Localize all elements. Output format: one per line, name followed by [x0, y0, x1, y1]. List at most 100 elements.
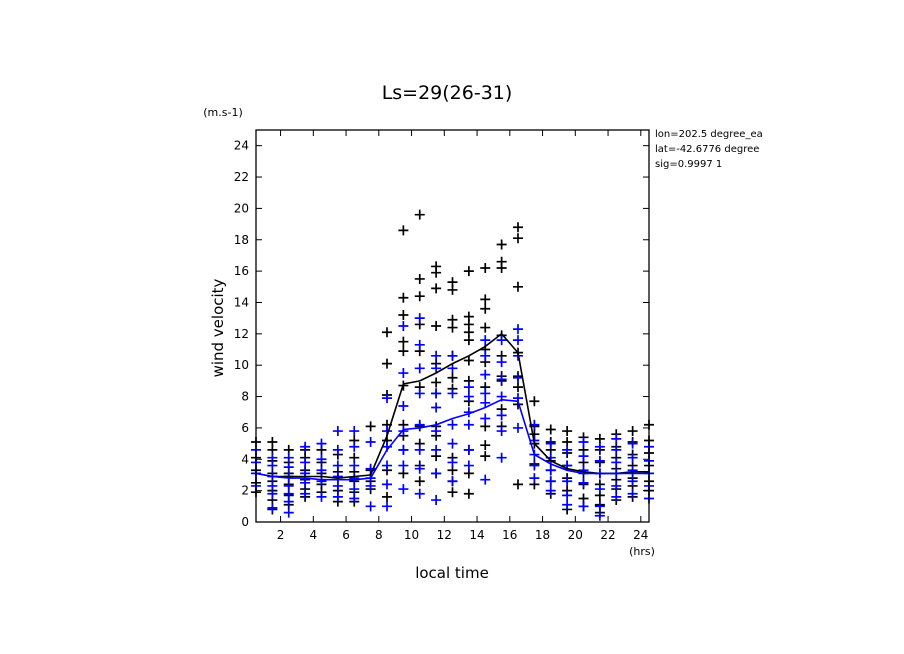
x-tick-label: 6	[342, 528, 350, 542]
data-point	[496, 357, 507, 368]
data-point	[627, 452, 638, 463]
data-point	[283, 496, 294, 507]
data-point	[431, 388, 442, 399]
data-point	[431, 468, 442, 479]
data-point	[431, 283, 442, 294]
data-point	[414, 444, 425, 455]
data-point	[578, 477, 589, 488]
data-point	[300, 457, 311, 468]
data-point	[349, 493, 360, 504]
x-tick-label: 22	[600, 528, 615, 542]
data-point	[545, 485, 556, 496]
data-point	[480, 369, 491, 380]
data-point	[480, 350, 491, 361]
data-point	[414, 388, 425, 399]
data-point	[414, 209, 425, 220]
data-point	[496, 262, 507, 273]
data-point	[382, 393, 392, 404]
mean-lines	[255, 332, 649, 481]
chart-title: Ls=29(26-31)	[382, 82, 513, 104]
data-point	[431, 402, 442, 413]
data-point	[578, 437, 589, 448]
data-point	[463, 488, 474, 499]
x-tick-label: 10	[404, 528, 419, 542]
y-units-label: (m.s-1)	[203, 106, 243, 119]
data-point	[496, 239, 507, 250]
data-point	[496, 426, 507, 437]
y-tick-label: 16	[234, 264, 249, 278]
x-tick-label: 8	[375, 528, 383, 542]
data-point	[447, 487, 458, 498]
data-point	[562, 476, 573, 487]
y-tick-label: 8	[241, 390, 249, 404]
data-point	[627, 426, 638, 437]
data-point	[382, 501, 392, 512]
data-point	[414, 313, 425, 324]
mean-line-0	[255, 332, 649, 479]
data-point	[594, 441, 605, 452]
data-point	[562, 490, 573, 501]
data-point	[382, 479, 392, 490]
mean-line-1	[255, 398, 649, 481]
data-point	[463, 419, 474, 430]
data-point	[594, 455, 605, 466]
data-point	[447, 438, 458, 449]
data-point	[431, 377, 442, 388]
y-tick-label: 20	[234, 201, 249, 215]
data-point	[594, 501, 605, 512]
data-point	[398, 346, 409, 357]
data-point	[463, 355, 474, 366]
data-point	[382, 358, 392, 369]
data-point	[513, 281, 523, 292]
data-point	[627, 476, 638, 487]
data-point	[611, 457, 622, 468]
y-tick-label: 18	[234, 233, 249, 247]
data-point	[382, 491, 392, 502]
data-point	[529, 473, 540, 484]
x-tick-label: 24	[633, 528, 648, 542]
data-point	[316, 465, 327, 476]
data-point	[431, 426, 442, 437]
data-point	[480, 335, 491, 346]
data-point	[611, 491, 622, 502]
data-point	[332, 480, 343, 491]
data-point	[545, 465, 556, 476]
data-point	[496, 374, 507, 385]
data-point	[447, 372, 458, 383]
data-point	[463, 266, 474, 277]
y-tick-label: 22	[234, 170, 249, 184]
data-point	[562, 444, 573, 455]
data-point	[480, 388, 491, 399]
data-point	[332, 460, 343, 471]
data-point	[447, 457, 458, 468]
data-point	[316, 438, 327, 449]
x-tick-label: 18	[535, 528, 550, 542]
data-point	[513, 479, 523, 490]
data-point	[349, 441, 360, 452]
data-point	[349, 426, 360, 437]
y-tick-label: 0	[241, 515, 249, 529]
data-point	[365, 437, 376, 448]
y-tick-label: 2	[241, 484, 249, 498]
data-point	[365, 421, 376, 432]
data-point	[365, 501, 376, 512]
data-point	[431, 350, 442, 361]
data-point	[382, 327, 392, 338]
y-tick-label: 6	[241, 421, 249, 435]
data-point	[480, 397, 491, 408]
data-point	[414, 273, 425, 284]
data-point	[480, 294, 491, 305]
data-point	[480, 322, 491, 333]
data-point	[562, 426, 573, 437]
data-point	[480, 451, 491, 462]
data-point	[398, 484, 409, 495]
data-point	[496, 452, 507, 463]
data-point	[283, 452, 294, 463]
data-point	[398, 426, 409, 437]
data-point	[398, 225, 409, 236]
data-point	[398, 460, 409, 471]
data-point	[431, 363, 442, 374]
data-point	[316, 454, 327, 465]
data-point	[414, 363, 425, 374]
